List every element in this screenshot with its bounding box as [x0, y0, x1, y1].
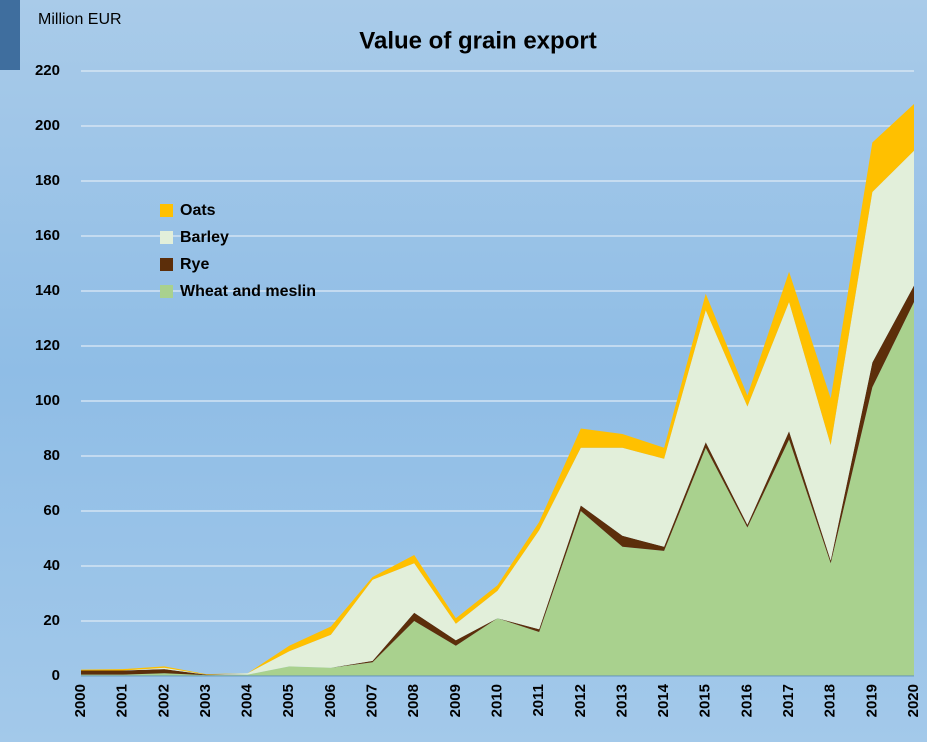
y-tick-label: 200	[35, 117, 60, 134]
x-tick-label: 2008	[405, 684, 422, 717]
x-tick-label: 2018	[822, 684, 839, 717]
y-axis-label: Million EUR	[38, 11, 122, 28]
y-tick-label: 160	[35, 227, 60, 244]
x-tick-label: 2010	[488, 684, 505, 717]
y-tick-label: 0	[52, 667, 60, 684]
chart-title: Value of grain export	[359, 27, 596, 54]
legend-swatch	[160, 204, 173, 217]
corner-decoration	[0, 0, 20, 70]
legend-swatch	[160, 285, 173, 298]
x-tick-label: 2015	[697, 684, 714, 717]
area	[81, 302, 914, 676]
y-tick-label: 40	[43, 557, 60, 574]
x-tick-label: 2019	[863, 684, 880, 717]
y-tick-label: 60	[43, 502, 60, 519]
area	[81, 150, 914, 675]
x-tick-label: 2000	[72, 684, 89, 717]
x-tick-label: 2002	[155, 684, 172, 717]
x-tick-label: 2003	[197, 684, 214, 717]
x-tick-label: 2005	[280, 684, 297, 717]
x-tick-label: 2001	[114, 684, 131, 717]
y-tick-label: 120	[35, 337, 60, 354]
x-tick-label: 2011	[530, 684, 547, 717]
x-tick-label: 2016	[738, 684, 755, 717]
x-tick-label: 2004	[239, 683, 256, 717]
y-tick-label: 80	[43, 447, 60, 464]
y-tick-label: 20	[43, 612, 60, 629]
x-tick-label: 2009	[447, 684, 464, 717]
x-tick-label: 2007	[364, 684, 381, 717]
y-tick-label: 220	[35, 62, 60, 79]
x-tick-label: 2006	[322, 684, 339, 717]
legend-swatch	[160, 258, 173, 271]
x-tick-label: 2017	[780, 684, 797, 717]
y-tick-label: 180	[35, 172, 60, 189]
legend-swatch	[160, 231, 173, 244]
y-tick-label: 140	[35, 282, 60, 299]
x-tick-label: 2020	[905, 684, 922, 717]
x-tick-label: 2013	[613, 684, 630, 717]
y-tick-label: 100	[35, 392, 60, 409]
x-tick-label: 2014	[655, 683, 672, 717]
legend-label: Wheat and meslin	[180, 283, 316, 300]
x-tick-label: 2012	[572, 684, 589, 717]
legend-label: Oats	[180, 202, 216, 219]
legend-label: Rye	[180, 256, 209, 273]
legend-label: Barley	[180, 229, 229, 246]
